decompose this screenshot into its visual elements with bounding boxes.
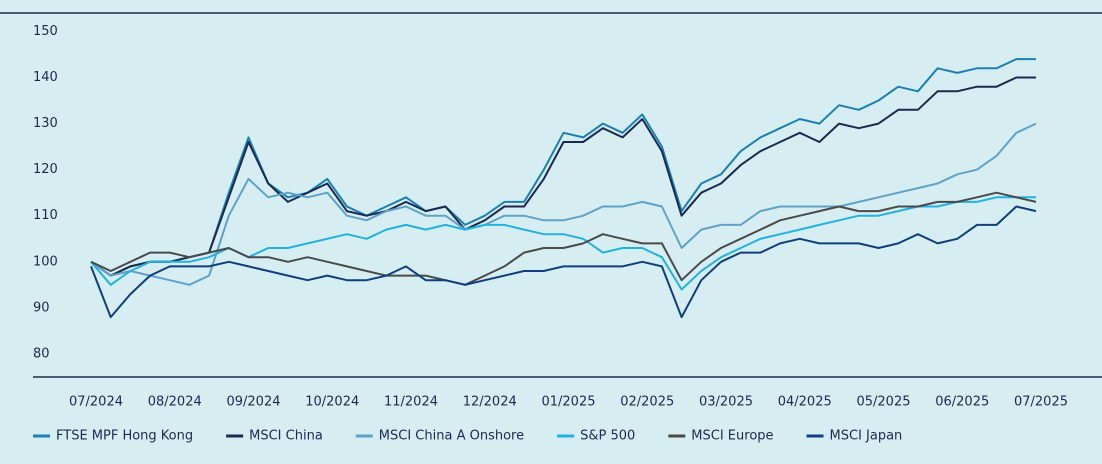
x-tick-label: 03/2025 [699, 395, 753, 410]
y-tick-label: 120 [33, 162, 58, 177]
legend-label: MSCI Japan [830, 429, 903, 444]
y-tick-label: 140 [33, 70, 58, 85]
x-tick-label: 08/2024 [148, 395, 202, 410]
x-tick-label: 10/2024 [305, 395, 359, 410]
y-tick-label: 130 [33, 116, 58, 131]
x-tick-label: 06/2025 [935, 395, 989, 410]
legend-label: MSCI China A Onshore [379, 429, 524, 444]
y-tick-label: 80 [33, 346, 50, 361]
series-line [90, 58, 1036, 277]
series-line [90, 191, 1037, 286]
series-line [90, 122, 1037, 286]
y-tick-label: 110 [33, 208, 58, 223]
x-tick-label: 07/2025 [1014, 395, 1068, 410]
y-tick-label: 90 [33, 300, 50, 315]
x-tick-label: 01/2025 [541, 395, 595, 410]
x-tick-label: 09/2024 [226, 395, 280, 410]
legend-label: S&P 500 [580, 429, 635, 444]
y-tick-label: 150 [33, 24, 58, 39]
x-tick-label: 05/2025 [856, 395, 910, 410]
x-tick-label: 12/2024 [463, 395, 517, 410]
legend-label: FTSE MPF Hong Kong [56, 429, 193, 444]
y-tick-label: 100 [33, 254, 58, 269]
x-tick-label: 11/2024 [384, 395, 438, 410]
legend-label: MSCI China [249, 429, 323, 444]
x-tick-label: 04/2025 [778, 395, 832, 410]
series-line [90, 205, 1037, 319]
legend-label: MSCI Europe [691, 429, 773, 444]
x-tick-label: 07/2024 [69, 395, 123, 410]
series-line [90, 76, 1036, 277]
x-tick-label: 02/2025 [620, 395, 674, 410]
